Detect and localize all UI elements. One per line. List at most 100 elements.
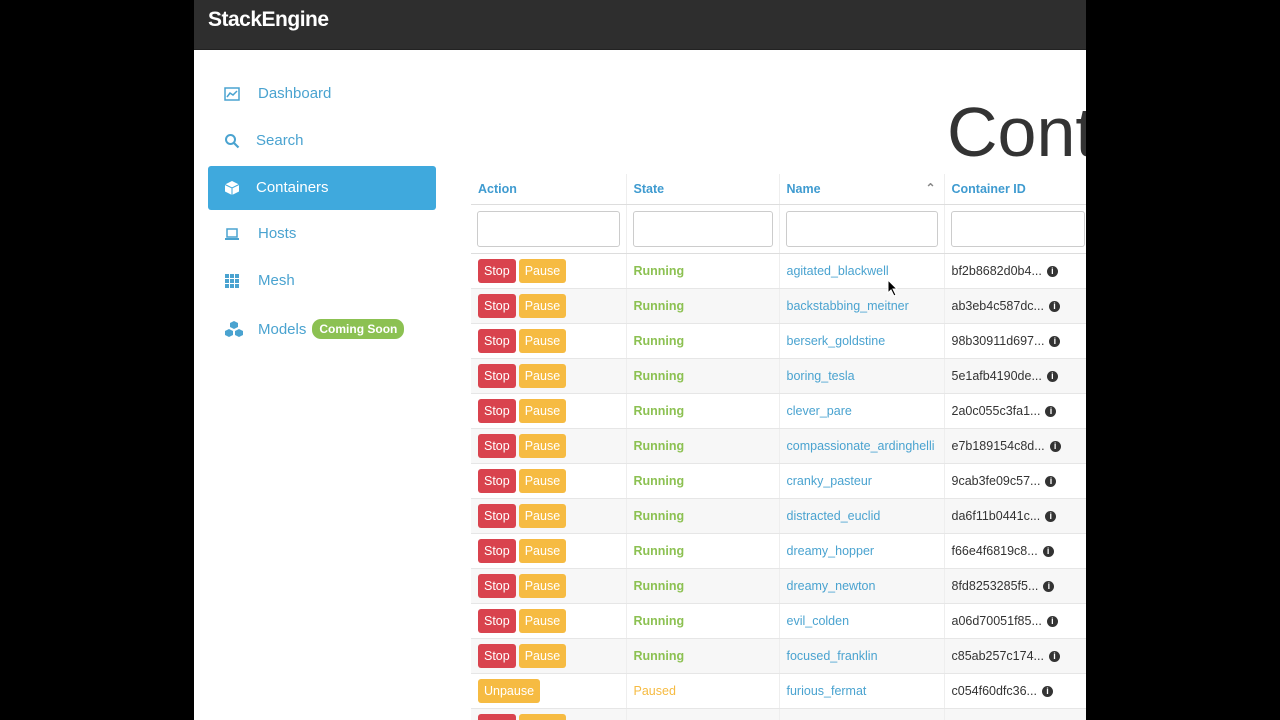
container-id-cell: 8fd8253285f5... i [944, 568, 1086, 604]
info-icon[interactable]: i [1045, 511, 1057, 522]
chart-icon [224, 87, 240, 101]
table-row: StopPauseRunninghigh_almeida3ef468ad1ce.… [471, 708, 1086, 720]
info-icon[interactable]: i [1046, 616, 1058, 627]
column-header-action[interactable]: Action [471, 174, 627, 205]
stop-button[interactable]: Stop [478, 364, 516, 388]
stop-button[interactable]: Stop [478, 539, 516, 563]
unpause-button[interactable]: Unpause [478, 679, 541, 703]
info-icon[interactable]: i [1041, 686, 1053, 697]
table-row: Stop Pause Running agitated_blackwell bf2b86… [471, 253, 1086, 289]
name-cell: compassionate_ardinghelli [779, 428, 945, 464]
stop-button[interactable]: Stop [478, 574, 516, 598]
container-id-cell: e7b189154c8d... i [944, 428, 1086, 464]
state-label: Running [633, 369, 685, 383]
container-id: a06d70051f85... [951, 614, 1042, 628]
sidebar-item-containers[interactable]: Containers [208, 166, 436, 210]
cube-icon [224, 181, 240, 195]
sidebar-item-models[interactable]: Models Coming Soon [208, 306, 436, 350]
table-row: Stop Pause Running compassionate_ardinghell… [471, 428, 1086, 464]
container-name-link[interactable]: dreamy_newton [786, 579, 876, 593]
pause-button[interactable]: Pause [518, 714, 567, 720]
sidebar-item-hosts[interactable]: Hosts [208, 212, 436, 256]
sidebar-item-mesh[interactable]: Mesh [208, 259, 436, 303]
sort-ascending-icon[interactable]: ⌃ [925, 181, 936, 195]
container-name-link[interactable]: evil_colden [786, 614, 850, 628]
stop-button[interactable]: Stop [478, 714, 516, 720]
pause-button[interactable]: Pause [518, 644, 567, 668]
state-cell: Paused [626, 673, 780, 709]
state-cell: Running [626, 323, 780, 359]
container-name-link[interactable]: agitated_blackwell [786, 264, 889, 278]
sidebar-item-label: Models Coming Soon [258, 319, 405, 339]
info-icon[interactable]: i [1049, 441, 1061, 452]
stop-button[interactable]: Stop [478, 644, 516, 668]
info-icon[interactable]: i [1042, 546, 1054, 557]
name-cell: dreamy_newton [779, 568, 945, 604]
column-header-state[interactable]: State [626, 174, 780, 205]
cubes-icon [225, 321, 243, 337]
state-cell: Running [626, 358, 780, 394]
stop-button[interactable]: Stop [478, 329, 516, 353]
info-icon[interactable]: i [1045, 406, 1057, 417]
container-id: e7b189154c8d... [951, 439, 1045, 453]
sidebar-item-search[interactable]: Search [208, 119, 436, 163]
pause-button[interactable]: Pause [518, 504, 567, 528]
state-filter-input[interactable] [632, 211, 773, 247]
info-icon[interactable]: i [1046, 371, 1058, 382]
filter-cell [944, 204, 1086, 254]
container-name-link[interactable]: furious_fermat [786, 684, 867, 698]
action-filter-input[interactable] [477, 211, 620, 247]
stop-button[interactable]: Stop [478, 609, 516, 633]
grid-icon [225, 274, 239, 288]
container-name-link[interactable]: boring_tesla [786, 369, 855, 383]
stop-button[interactable]: Stop [478, 434, 516, 458]
state-cell: Running [626, 428, 780, 464]
info-icon[interactable]: i [1043, 581, 1055, 592]
container-id-filter-input[interactable] [950, 211, 1085, 247]
pause-button[interactable]: Pause [518, 609, 567, 633]
container-id-cell: bf2b8682d0b4... i [944, 253, 1086, 289]
container-name-link[interactable]: compassionate_ardinghelli [786, 439, 935, 453]
info-icon[interactable]: i [1048, 301, 1060, 312]
state-cell: Running [626, 568, 780, 604]
pause-button[interactable]: Pause [518, 329, 567, 353]
pause-button[interactable]: Pause [518, 259, 567, 283]
table-row: Stop Pause Running boring_tesla 5e1afb4190de… [471, 358, 1086, 394]
pause-button[interactable]: Pause [518, 574, 567, 598]
stop-button[interactable]: Stop [478, 294, 516, 318]
pause-button[interactable]: Pause [518, 364, 567, 388]
stop-button[interactable]: Stop [478, 399, 516, 423]
stop-button[interactable]: Stop [478, 504, 516, 528]
pause-button[interactable]: Pause [518, 539, 567, 563]
info-icon[interactable]: i [1049, 336, 1061, 347]
container-name-link[interactable]: clever_pare [786, 404, 852, 418]
info-icon[interactable]: i [1046, 266, 1058, 277]
brand-logo[interactable]: StackEngine [208, 8, 329, 31]
name-filter-input[interactable] [785, 211, 938, 247]
column-header-name[interactable]: Name ⌃ [779, 174, 945, 205]
column-header-container-id[interactable]: Container ID [944, 174, 1086, 205]
info-icon[interactable]: i [1045, 476, 1057, 487]
container-id-cell: f66e4f6819c8... i [944, 533, 1086, 569]
pause-button[interactable]: Pause [518, 399, 567, 423]
sidebar-item-label: Search [256, 132, 304, 149]
container-name-link[interactable]: berserk_goldstine [786, 334, 886, 348]
container-id: 5e1afb4190de... [951, 369, 1042, 383]
name-cell: evil_colden [779, 603, 945, 639]
container-name-link[interactable]: focused_franklin [786, 649, 878, 663]
pause-button[interactable]: Pause [518, 469, 567, 493]
stop-button[interactable]: Stop [478, 469, 516, 493]
container-name-link[interactable]: cranky_pasteur [786, 474, 872, 488]
container-name-link[interactable]: backstabbing_meitner [786, 299, 909, 313]
top-navbar: StackEngine [194, 0, 1086, 50]
sidebar-item-dashboard[interactable]: Dashboard [208, 72, 436, 116]
container-name-link[interactable]: distracted_euclid [786, 509, 881, 523]
info-icon[interactable]: i [1048, 651, 1060, 662]
pause-button[interactable]: Pause [518, 294, 567, 318]
pause-button[interactable]: Pause [518, 434, 567, 458]
stop-button[interactable]: Stop [478, 259, 516, 283]
state-cell: Running [626, 463, 780, 499]
container-name-link[interactable]: dreamy_hopper [786, 544, 875, 558]
